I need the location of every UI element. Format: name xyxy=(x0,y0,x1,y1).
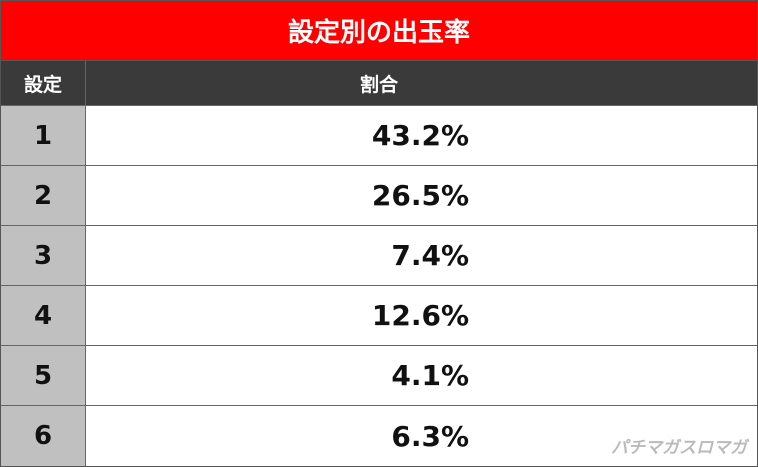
rate-cell: 6.3% xyxy=(391,419,469,453)
rate-cell: 43.2% xyxy=(371,119,469,152)
watermark: パチマガスロマガ xyxy=(611,438,747,458)
table: 設定 割合 1 43.2% 2 26.5% 3 7.4% 4 12.6% 5 4.1% 6 6.3% xyxy=(1,61,757,466)
setting-cell: 3 xyxy=(1,226,86,285)
table-row: 3 7.4% xyxy=(1,226,757,286)
table-row: 2 26.5% xyxy=(1,166,757,226)
setting-cell: 4 xyxy=(1,286,86,345)
header-cell: 設定 xyxy=(1,61,86,105)
rate-cell: 7.4% xyxy=(391,239,469,272)
header-row: 設定 割合 xyxy=(1,61,757,106)
rate-cell: 4.1% xyxy=(391,359,469,392)
setting-cell: 1 xyxy=(1,106,86,165)
header-cell: 割合 xyxy=(359,73,398,96)
table-row: 4 12.6% xyxy=(1,286,757,346)
rate-cell: 12.6% xyxy=(371,299,469,332)
title: 設定別の出玉率 xyxy=(1,1,757,61)
table-row: 6 6.3% xyxy=(1,406,757,466)
table-row: 5 4.1% xyxy=(1,346,757,406)
setting-cell: 2 xyxy=(1,166,86,225)
table-row: 1 43.2% xyxy=(1,106,757,166)
setting-cell: 6 xyxy=(1,406,86,466)
rate-cell: 26.5% xyxy=(371,179,469,212)
setting-cell: 5 xyxy=(1,346,86,405)
